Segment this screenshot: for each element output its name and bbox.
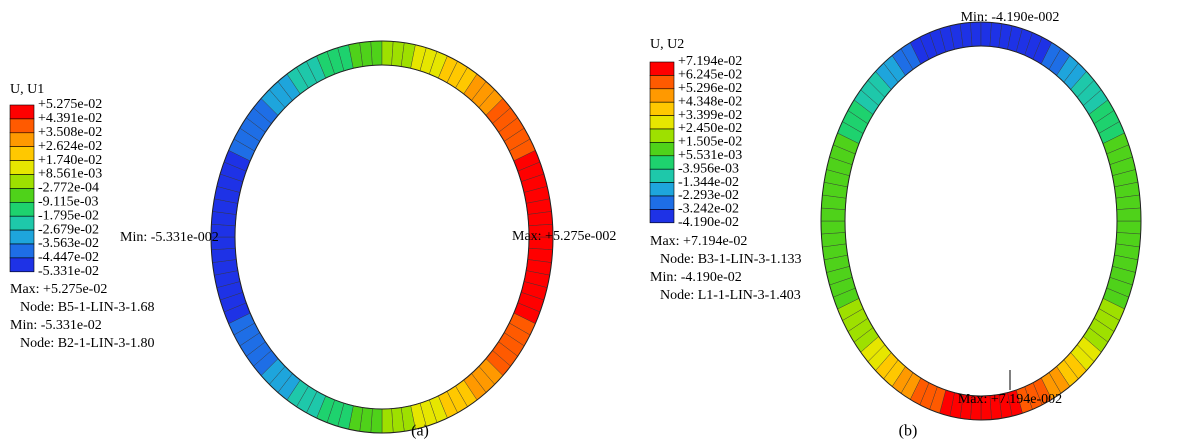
- legend-value: -1.795e-02: [38, 208, 99, 223]
- legend-swatch: [650, 116, 674, 129]
- ring-segment: [1117, 221, 1141, 234]
- ring-segment: [981, 22, 992, 46]
- min-label: Min: -4.190e-02: [650, 270, 742, 285]
- caption: (b): [899, 423, 918, 440]
- legend-swatch: [10, 105, 34, 119]
- ring-segment: [382, 41, 393, 65]
- ring-max: Max: +7.194e-002: [958, 392, 1062, 407]
- figure: U, U1+5.275e-02+4.391e-02+3.508e-02+2.62…: [0, 0, 1187, 446]
- legend-title: U, U2: [650, 37, 684, 52]
- background: [0, 0, 1187, 446]
- ring-segment: [382, 409, 393, 433]
- legend-swatch: [10, 133, 34, 147]
- legend-swatch: [10, 230, 34, 244]
- legend-value: -2.679e-02: [38, 222, 99, 237]
- ring-min: Min: -5.331e-002: [120, 230, 219, 245]
- legend-swatch: [650, 156, 674, 169]
- min-node: Node: B2-1-LIN-3-1.80: [20, 336, 155, 351]
- legend-value: +1.740e-02: [38, 153, 102, 168]
- ring-segment: [821, 221, 845, 234]
- legend-swatch: [650, 62, 674, 75]
- ring-segment: [971, 22, 982, 46]
- legend-swatch: [10, 161, 34, 175]
- legend-swatch: [650, 142, 674, 155]
- legend-value: +2.624e-02: [38, 139, 102, 154]
- legend-value: +3.508e-02: [38, 125, 102, 140]
- legend-swatch: [650, 75, 674, 88]
- legend-value: -3.563e-02: [38, 236, 99, 251]
- legend-value: -9.115e-03: [38, 195, 99, 210]
- legend-swatch: [10, 202, 34, 216]
- ring-segment: [1117, 208, 1141, 221]
- ring-max: Max: +5.275e-002: [512, 229, 616, 244]
- legend-value: -5.331e-02: [38, 264, 99, 279]
- min-node: Node: L1-1-LIN-3-1.403: [660, 288, 801, 303]
- ring-min: Min: -4.190e-002: [961, 10, 1060, 25]
- max-label: Max: +5.275e-02: [10, 282, 107, 297]
- legend-swatch: [650, 89, 674, 102]
- legend-swatch: [10, 244, 34, 258]
- legend-swatch: [650, 102, 674, 115]
- max-node: Node: B3-1-LIN-3-1.133: [660, 252, 802, 267]
- legend-swatch: [10, 147, 34, 161]
- legend-swatch: [650, 196, 674, 209]
- legend-swatch: [10, 188, 34, 202]
- legend-swatch: [10, 175, 34, 189]
- legend-value: -4.447e-02: [38, 250, 99, 265]
- legend-value: +5.275e-02: [38, 97, 102, 112]
- max-label: Max: +7.194e-02: [650, 234, 747, 249]
- ring-segment: [821, 208, 845, 221]
- legend-swatch: [650, 183, 674, 196]
- legend-value: -2.772e-04: [38, 181, 99, 196]
- legend-swatch: [650, 209, 674, 222]
- legend-swatch: [650, 129, 674, 142]
- ring-segment: [371, 41, 382, 65]
- legend-value: +8.561e-03: [38, 167, 102, 182]
- legend-swatch: [10, 119, 34, 133]
- legend-title: U, U1: [10, 82, 44, 97]
- legend-swatch: [10, 258, 34, 272]
- max-node: Node: B5-1-LIN-3-1.68: [20, 300, 155, 315]
- legend-value: +4.391e-02: [38, 111, 102, 126]
- legend-value: -4.190e-02: [678, 215, 739, 230]
- ring-segment: [371, 409, 382, 433]
- min-label: Min: -5.331e-02: [10, 318, 102, 333]
- caption: (a): [411, 423, 429, 440]
- legend-swatch: [650, 169, 674, 182]
- legend-swatch: [10, 216, 34, 230]
